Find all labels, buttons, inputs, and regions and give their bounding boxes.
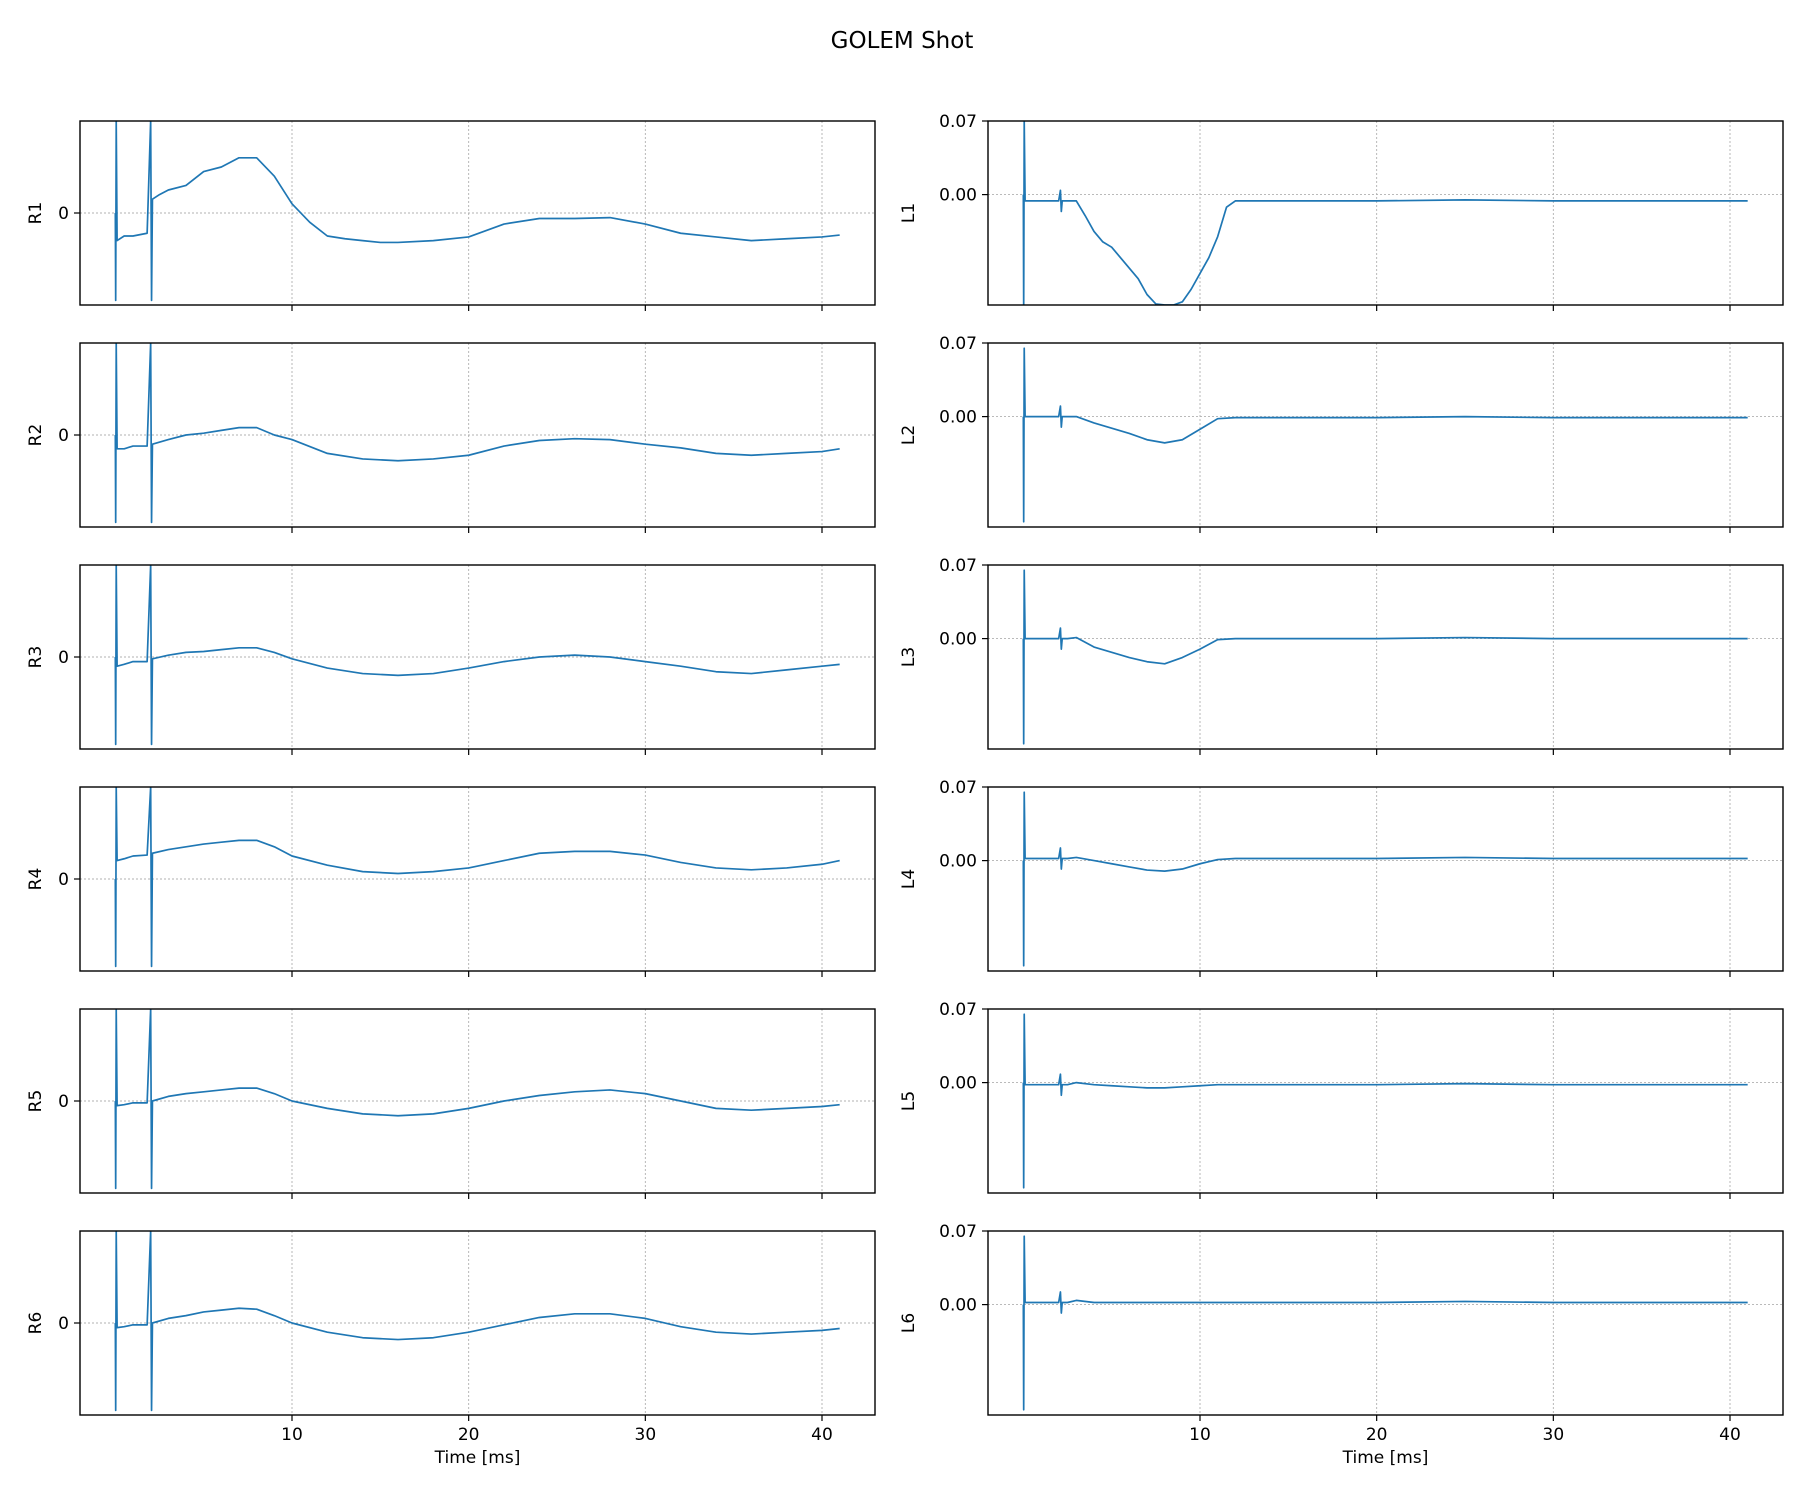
y-axis-label: L2 (899, 425, 919, 445)
axes-frame (987, 786, 1784, 972)
x-axis-label: Time [ms] (434, 1448, 521, 1468)
y-tick-label: 0.00 (939, 852, 977, 872)
series-line-r1 (114, 121, 840, 302)
series-line-l5 (1022, 1013, 1748, 1189)
y-tick-label: 0 (58, 1092, 69, 1112)
y-axis-label: R1 (26, 202, 46, 225)
y-tick-label: 0 (58, 648, 69, 668)
y-tick-label: 0 (58, 1314, 69, 1334)
panel-r4: 0 R4 (26, 786, 876, 977)
y-axis-label: R5 (26, 1090, 46, 1113)
y-tick-label: 0.00 (939, 408, 977, 428)
y-tick-label: 0 (58, 426, 69, 446)
x-axis-label: Time [ms] (1342, 1448, 1429, 1468)
x-tick-label: 20 (1366, 1425, 1388, 1445)
series-line-l6 (1022, 1235, 1748, 1411)
y-tick-label: 0.07 (939, 556, 977, 576)
panel-l1: 0.07 0.00 L1 (899, 112, 1784, 311)
series-line-r3 (114, 565, 840, 746)
axes-frame (987, 564, 1784, 750)
panel-r2: 0 R2 (26, 342, 876, 533)
panel-r3: 0 R3 (26, 564, 876, 755)
x-tick-label: 20 (458, 1425, 480, 1445)
y-tick-label: 0.00 (939, 186, 977, 206)
series-line-r6 (114, 1231, 840, 1412)
panel-r6: 10 20 30 40 0 R6 Time [ms] (26, 1230, 876, 1468)
x-tick-label: 40 (1719, 1425, 1741, 1445)
y-axis-label: R2 (26, 424, 46, 447)
x-tick-label: 10 (281, 1425, 303, 1445)
y-tick-label: 0.07 (939, 1222, 977, 1242)
series-line-l4 (1022, 791, 1748, 967)
series-line-r4 (114, 787, 840, 968)
y-tick-label: 0.07 (939, 778, 977, 798)
panel-l6: 10 20 30 40 0.07 0.00 L6 Time [ms] (899, 1222, 1784, 1468)
y-axis-label: L6 (899, 1313, 919, 1333)
y-axis-label: L1 (899, 203, 919, 223)
series-line-r2 (114, 343, 840, 524)
y-axis-label: L3 (899, 647, 919, 667)
series-line-l3 (1022, 569, 1748, 745)
y-axis-label: R6 (26, 1312, 46, 1335)
panel-l3: 0.07 0.00 L3 (899, 556, 1784, 755)
y-tick-label: 0 (58, 204, 69, 224)
series-line-r5 (114, 1009, 840, 1190)
y-tick-label: 0.00 (939, 1296, 977, 1316)
x-tick-label: 40 (811, 1425, 833, 1445)
series-line-l1 (1022, 121, 1748, 305)
axes-frame (987, 1230, 1784, 1416)
y-axis-label: R3 (26, 646, 46, 669)
y-axis-label: R4 (26, 868, 46, 891)
x-tick-label: 30 (635, 1425, 657, 1445)
panel-r5: 0 R5 (26, 1008, 876, 1199)
panel-r1: 0 R1 (26, 120, 876, 311)
figure-title: GOLEM Shot (831, 28, 974, 54)
y-tick-label: 0 (58, 870, 69, 890)
axes-frame (987, 120, 1784, 306)
x-tick-label: 30 (1543, 1425, 1565, 1445)
y-axis-label: L4 (899, 869, 919, 889)
panel-l5: 0.07 0.00 L5 (899, 1000, 1784, 1199)
y-tick-label: 0.00 (939, 1074, 977, 1094)
axes-frame (987, 342, 1784, 528)
y-tick-label: 0.07 (939, 334, 977, 354)
panel-l4: 0.07 0.00 L4 (899, 778, 1784, 977)
y-axis-label: L5 (899, 1091, 919, 1111)
panel-l2: 0.07 0.00 L2 (899, 334, 1784, 533)
x-tick-label: 10 (1189, 1425, 1211, 1445)
y-tick-label: 0.07 (939, 112, 977, 132)
y-tick-label: 0.07 (939, 1000, 977, 1020)
y-tick-label: 0.00 (939, 630, 977, 650)
series-line-l2 (1022, 347, 1748, 523)
axes-frame (987, 1008, 1784, 1194)
